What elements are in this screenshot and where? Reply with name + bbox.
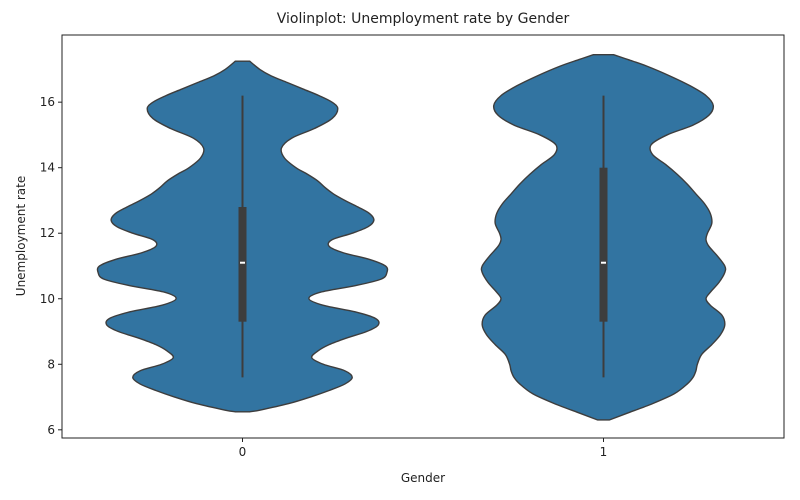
x-tick-label: 0 [239, 445, 247, 459]
axes-group: 6 8 10 12 14 16 0 1 [40, 34, 785, 459]
chart-title: Violinplot: Unemployment rate by Gender [277, 11, 570, 27]
y-tick-label: 6 [47, 423, 55, 437]
y-tick-label: 14 [40, 161, 55, 175]
y-tick-label: 10 [40, 292, 55, 306]
violin-iqr-box-0 [238, 207, 247, 322]
y-tick-label: 8 [47, 357, 55, 371]
y-tick-label: 16 [40, 95, 55, 109]
violin-iqr-box-1 [599, 167, 608, 322]
violins-group [96, 53, 727, 421]
x-axis-label: Gender [401, 471, 445, 485]
x-tick-label: 1 [600, 445, 608, 459]
plot-frame [61, 34, 785, 439]
y-axis-label: Unemployment rate [14, 176, 28, 296]
y-tick-label: 12 [40, 226, 55, 240]
